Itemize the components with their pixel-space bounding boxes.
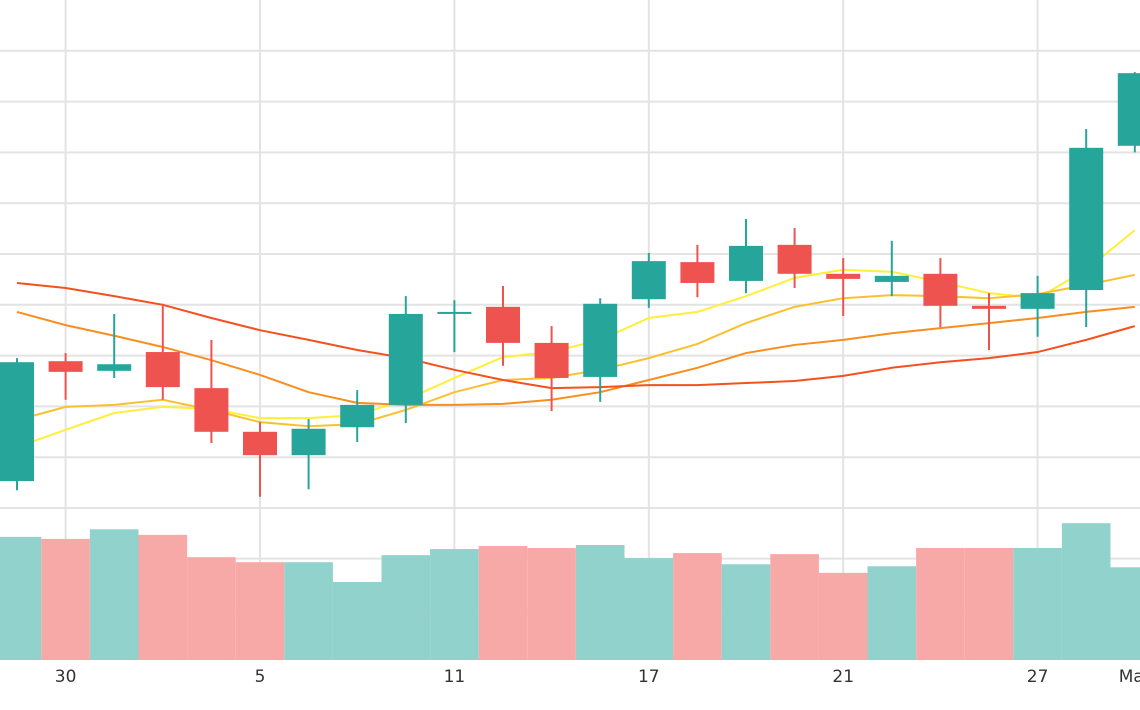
candle-body	[486, 306, 520, 343]
candle-body	[340, 404, 375, 428]
candle-body	[826, 273, 861, 279]
x-tick-label: 30	[55, 667, 77, 687]
moving-average-line	[16, 305, 1135, 406]
candle-body	[1117, 73, 1140, 146]
candle-body	[437, 311, 472, 314]
candle-body	[0, 362, 34, 482]
moving-average-line	[16, 281, 1136, 390]
volume-bar	[381, 555, 431, 660]
candle-body	[972, 305, 1006, 309]
volume-bar	[527, 548, 576, 660]
candles	[0, 72, 1140, 497]
candle-body	[1069, 147, 1104, 291]
volume-bar	[1061, 523, 1111, 660]
volume-bar	[575, 544, 625, 660]
volume-bar	[721, 564, 771, 660]
candle-body	[680, 262, 715, 283]
candle-body	[534, 342, 569, 378]
volume-bar	[624, 558, 674, 660]
candle-body	[874, 275, 909, 282]
volume-bar	[0, 536, 42, 660]
volume-bar	[916, 548, 965, 660]
volume-bar	[41, 538, 90, 660]
volume-bar	[1013, 548, 1062, 660]
x-tick-label: 21	[832, 667, 854, 687]
volume-bar	[187, 557, 236, 660]
x-tick-label: 27	[1027, 667, 1049, 687]
volume-bar	[235, 562, 285, 660]
volume-bar	[332, 581, 382, 660]
candle-body	[923, 273, 958, 306]
candle-body	[631, 261, 666, 300]
candle-body	[243, 431, 277, 456]
moving-average-line	[16, 229, 1136, 448]
volume-bar	[478, 546, 528, 660]
volume-bars	[0, 523, 1140, 660]
candle-body	[777, 244, 812, 274]
x-tick-label: Mar	[1119, 667, 1140, 687]
volume-bar	[284, 562, 333, 660]
candle-body	[145, 352, 180, 388]
x-tick-label: 17	[638, 667, 660, 687]
candle-body	[48, 361, 83, 372]
candle-body	[729, 245, 763, 281]
volume-bar	[867, 566, 917, 660]
moving-average-line	[16, 273, 1136, 428]
moving-averages	[16, 229, 1136, 448]
candle-body	[291, 428, 326, 456]
volume-bar	[818, 572, 868, 660]
candle-body	[583, 303, 618, 377]
candle-body	[97, 364, 132, 371]
x-tick-label: 11	[444, 667, 466, 687]
volume-bar	[770, 554, 819, 660]
volume-bar	[673, 553, 722, 660]
x-tick-label: 5	[255, 667, 266, 687]
volume-bar	[89, 529, 139, 660]
volume-bar	[964, 548, 1014, 660]
volume-bar	[138, 534, 188, 660]
candle-body	[194, 388, 229, 432]
candle-body	[388, 313, 423, 405]
candle-body	[1020, 293, 1055, 309]
volume-bar	[430, 549, 479, 660]
volume-bar	[1110, 567, 1140, 660]
